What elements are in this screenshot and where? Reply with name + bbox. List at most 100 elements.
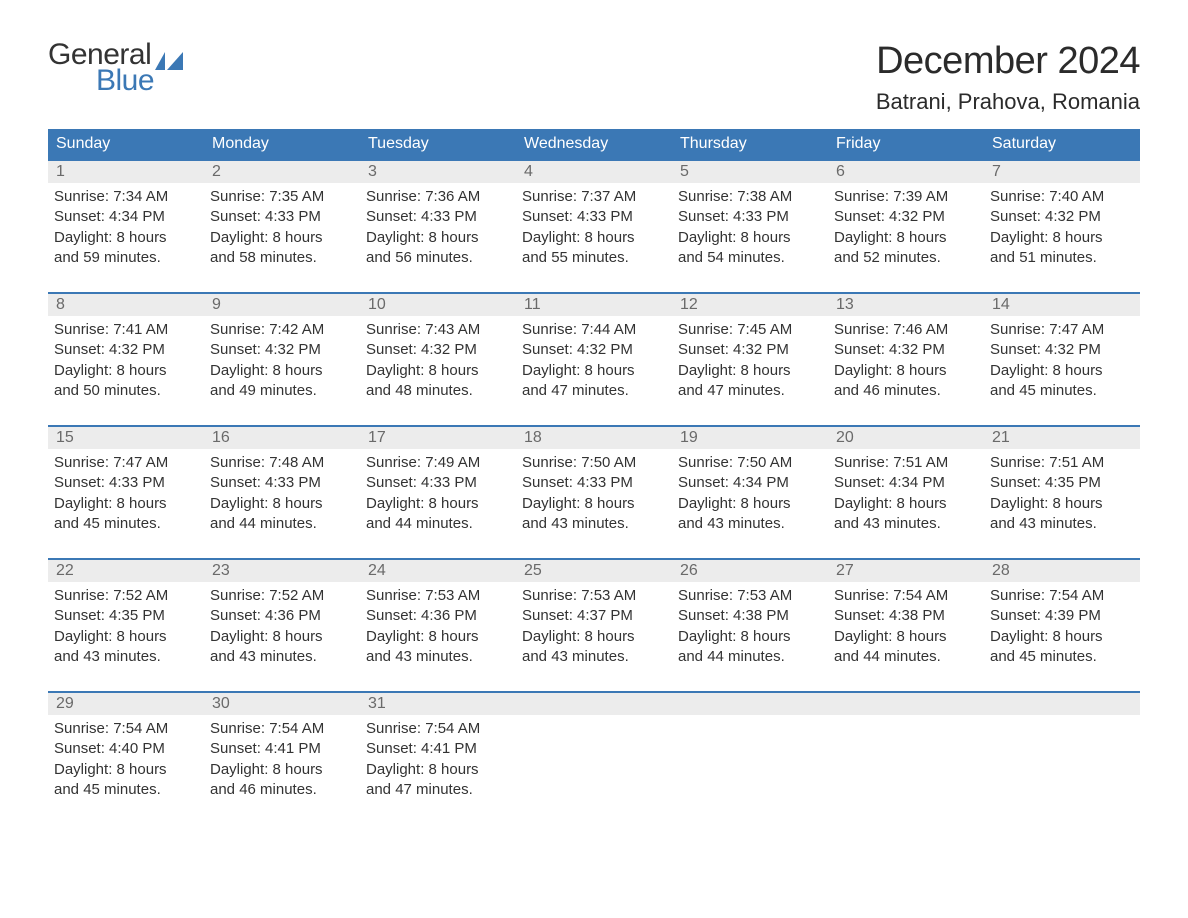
- day-details: Sunrise: 7:47 AMSunset: 4:33 PMDaylight:…: [54, 453, 198, 534]
- day-daylight2: and 56 minutes.: [366, 248, 510, 268]
- day-daylight2: and 43 minutes.: [834, 514, 978, 534]
- day-number: 26: [672, 560, 828, 582]
- weeks-container: 1Sunrise: 7:34 AMSunset: 4:34 PMDaylight…: [48, 159, 1140, 806]
- day-cell: [984, 693, 1140, 806]
- day-sunset: Sunset: 4:41 PM: [366, 739, 510, 759]
- day-daylight1: Daylight: 8 hours: [366, 361, 510, 381]
- day-details: Sunrise: 7:41 AMSunset: 4:32 PMDaylight:…: [54, 320, 198, 401]
- day-daylight2: and 47 minutes.: [366, 780, 510, 800]
- day-number: 22: [48, 560, 204, 582]
- day-daylight2: and 43 minutes.: [366, 647, 510, 667]
- day-daylight1: Daylight: 8 hours: [366, 228, 510, 248]
- day-sunset: Sunset: 4:32 PM: [54, 340, 198, 360]
- day-daylight2: and 44 minutes.: [834, 647, 978, 667]
- day-daylight2: and 47 minutes.: [678, 381, 822, 401]
- dow-saturday: Saturday: [984, 129, 1140, 159]
- day-daylight2: and 46 minutes.: [834, 381, 978, 401]
- day-sunrise: Sunrise: 7:53 AM: [678, 586, 822, 606]
- month-title: December 2024: [876, 40, 1140, 83]
- day-number: 5: [672, 161, 828, 183]
- day-number: 28: [984, 560, 1140, 582]
- day-sunrise: Sunrise: 7:53 AM: [366, 586, 510, 606]
- day-cell: 28Sunrise: 7:54 AMSunset: 4:39 PMDayligh…: [984, 560, 1140, 673]
- dow-thursday: Thursday: [672, 129, 828, 159]
- day-number: 14: [984, 294, 1140, 316]
- day-sunset: Sunset: 4:33 PM: [678, 207, 822, 227]
- day-daylight2: and 43 minutes.: [678, 514, 822, 534]
- day-details: Sunrise: 7:53 AMSunset: 4:37 PMDaylight:…: [522, 586, 666, 667]
- week-row: 15Sunrise: 7:47 AMSunset: 4:33 PMDayligh…: [48, 425, 1140, 540]
- day-sunrise: Sunrise: 7:47 AM: [54, 453, 198, 473]
- day-details: Sunrise: 7:48 AMSunset: 4:33 PMDaylight:…: [210, 453, 354, 534]
- day-sunset: Sunset: 4:38 PM: [678, 606, 822, 626]
- day-cell: 2Sunrise: 7:35 AMSunset: 4:33 PMDaylight…: [204, 161, 360, 274]
- day-daylight1: Daylight: 8 hours: [834, 494, 978, 514]
- day-daylight1: Daylight: 8 hours: [54, 361, 198, 381]
- day-sunset: Sunset: 4:32 PM: [210, 340, 354, 360]
- day-daylight1: Daylight: 8 hours: [834, 361, 978, 381]
- day-cell: 19Sunrise: 7:50 AMSunset: 4:34 PMDayligh…: [672, 427, 828, 540]
- day-daylight2: and 43 minutes.: [522, 647, 666, 667]
- day-details: Sunrise: 7:39 AMSunset: 4:32 PMDaylight:…: [834, 187, 978, 268]
- day-sunrise: Sunrise: 7:42 AM: [210, 320, 354, 340]
- day-number: 24: [360, 560, 516, 582]
- day-details: Sunrise: 7:46 AMSunset: 4:32 PMDaylight:…: [834, 320, 978, 401]
- day-sunrise: Sunrise: 7:47 AM: [990, 320, 1134, 340]
- day-sunset: Sunset: 4:33 PM: [210, 207, 354, 227]
- day-daylight1: Daylight: 8 hours: [54, 228, 198, 248]
- day-number: 6: [828, 161, 984, 183]
- day-cell: [828, 693, 984, 806]
- day-sunset: Sunset: 4:41 PM: [210, 739, 354, 759]
- day-sunset: Sunset: 4:33 PM: [210, 473, 354, 493]
- day-daylight2: and 44 minutes.: [210, 514, 354, 534]
- day-sunset: Sunset: 4:33 PM: [366, 473, 510, 493]
- day-number: 15: [48, 427, 204, 449]
- day-number: 29: [48, 693, 204, 715]
- day-sunset: Sunset: 4:35 PM: [54, 606, 198, 626]
- day-details: Sunrise: 7:54 AMSunset: 4:38 PMDaylight:…: [834, 586, 978, 667]
- day-daylight1: Daylight: 8 hours: [210, 494, 354, 514]
- day-cell: 17Sunrise: 7:49 AMSunset: 4:33 PMDayligh…: [360, 427, 516, 540]
- day-sunset: Sunset: 4:38 PM: [834, 606, 978, 626]
- week-row: 22Sunrise: 7:52 AMSunset: 4:35 PMDayligh…: [48, 558, 1140, 673]
- header: General Blue December 2024 Batrani, Prah…: [48, 40, 1140, 115]
- day-details: Sunrise: 7:54 AMSunset: 4:40 PMDaylight:…: [54, 719, 198, 800]
- day-number: 31: [360, 693, 516, 715]
- day-cell: 12Sunrise: 7:45 AMSunset: 4:32 PMDayligh…: [672, 294, 828, 407]
- day-daylight2: and 43 minutes.: [990, 514, 1134, 534]
- day-sunrise: Sunrise: 7:50 AM: [522, 453, 666, 473]
- day-cell: 29 Sunrise: 7:54 AMSunset: 4:40 PMDayligh…: [48, 693, 204, 806]
- day-details: Sunrise: 7:37 AMSunset: 4:33 PMDaylight:…: [522, 187, 666, 268]
- day-sunset: Sunset: 4:37 PM: [522, 606, 666, 626]
- day-daylight2: and 45 minutes.: [54, 514, 198, 534]
- day-sunset: Sunset: 4:34 PM: [678, 473, 822, 493]
- day-number: 9: [204, 294, 360, 316]
- day-number: 3: [360, 161, 516, 183]
- day-daylight2: and 45 minutes.: [990, 381, 1134, 401]
- day-cell: [516, 693, 672, 806]
- day-daylight1: Daylight: 8 hours: [54, 627, 198, 647]
- day-daylight1: Daylight: 8 hours: [210, 760, 354, 780]
- day-details: Sunrise: 7:42 AMSunset: 4:32 PMDaylight:…: [210, 320, 354, 401]
- day-daylight2: and 52 minutes.: [834, 248, 978, 268]
- day-sunrise: Sunrise: 7:54 AM: [54, 719, 198, 739]
- day-sunset: Sunset: 4:36 PM: [210, 606, 354, 626]
- day-daylight1: Daylight: 8 hours: [678, 627, 822, 647]
- day-details: Sunrise: 7:51 AMSunset: 4:35 PMDaylight:…: [990, 453, 1134, 534]
- day-details: Sunrise: 7:47 AMSunset: 4:32 PMDaylight:…: [990, 320, 1134, 401]
- day-sunrise: Sunrise: 7:52 AM: [210, 586, 354, 606]
- brand-word2: Blue: [96, 66, 183, 96]
- day-sunrise: Sunrise: 7:46 AM: [834, 320, 978, 340]
- day-details: Sunrise: 7:44 AMSunset: 4:32 PMDaylight:…: [522, 320, 666, 401]
- day-cell: 21Sunrise: 7:51 AMSunset: 4:35 PMDayligh…: [984, 427, 1140, 540]
- day-daylight1: Daylight: 8 hours: [990, 228, 1134, 248]
- day-daylight1: Daylight: 8 hours: [678, 361, 822, 381]
- day-details: Sunrise: 7:54 AMSunset: 4:41 PMDaylight:…: [210, 719, 354, 800]
- day-cell: [672, 693, 828, 806]
- day-sunrise: Sunrise: 7:35 AM: [210, 187, 354, 207]
- day-cell: 18Sunrise: 7:50 AMSunset: 4:33 PMDayligh…: [516, 427, 672, 540]
- day-number: 18: [516, 427, 672, 449]
- day-cell: 15 Sunrise: 7:47 AMSunset: 4:33 PMDayligh…: [48, 427, 204, 540]
- day-details: Sunrise: 7:53 AMSunset: 4:38 PMDaylight:…: [678, 586, 822, 667]
- day-daylight2: and 43 minutes.: [54, 647, 198, 667]
